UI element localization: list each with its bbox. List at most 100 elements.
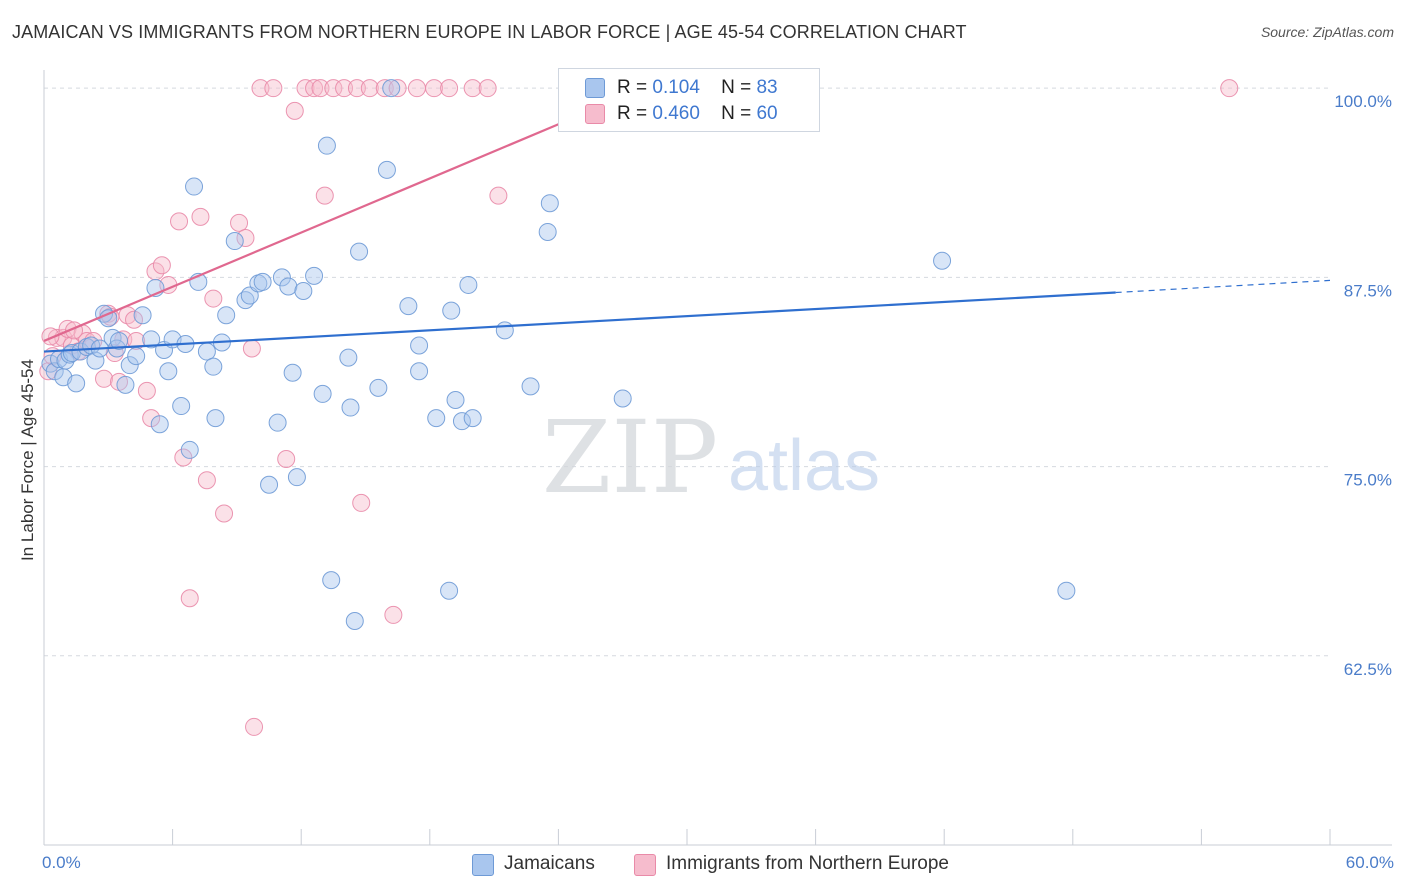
jamaican-point xyxy=(180,440,199,459)
jamaican-point xyxy=(272,268,291,287)
jamaican-point xyxy=(197,342,216,361)
jamaican-point xyxy=(260,475,279,494)
immigrant-point xyxy=(236,229,255,248)
y-tick-label: 100.0% xyxy=(1334,92,1392,111)
jamaican-point xyxy=(427,409,446,428)
immigrant-point xyxy=(352,493,371,512)
jamaican-point xyxy=(127,347,146,366)
jamaican-point xyxy=(463,409,482,428)
jamaican-point xyxy=(410,336,429,355)
legend-n-value: 83 xyxy=(756,77,778,98)
jamaican-point xyxy=(172,397,191,416)
immigrant-point xyxy=(242,339,261,358)
jamaican-point xyxy=(339,348,358,367)
watermark-zip: ZIP xyxy=(542,399,718,516)
jamaican-point xyxy=(159,362,178,381)
immigrant-point xyxy=(191,207,210,226)
jamaican-point xyxy=(217,306,236,325)
jamaican-point xyxy=(350,242,369,261)
immigrant-point xyxy=(1220,79,1239,98)
axes xyxy=(43,70,1392,846)
jamaican-point xyxy=(399,297,418,316)
jamaican-point xyxy=(206,409,225,428)
watermark: ZIP atlas xyxy=(542,399,880,516)
immigrant-point xyxy=(489,186,508,205)
y-tick-labels: 62.5% 75.0% 87.5% 100.0% xyxy=(1334,92,1392,679)
jamaican-point xyxy=(377,160,396,179)
legend-n-label: N = xyxy=(721,103,752,124)
immigrant-point xyxy=(204,289,223,308)
immigrant-point xyxy=(174,448,193,467)
immigrant-point xyxy=(425,79,444,98)
jamaican-point xyxy=(133,306,152,325)
y-tick-label: 62.5% xyxy=(1344,660,1392,679)
immigrant-point xyxy=(360,79,379,98)
jamaican-point xyxy=(86,351,105,370)
y-tick-label: 87.5% xyxy=(1344,281,1392,300)
jamaican-point xyxy=(305,266,324,285)
immigrant-point xyxy=(277,450,296,469)
jamaican-point xyxy=(382,79,401,98)
jamaican-point xyxy=(67,374,86,393)
trend-lines xyxy=(43,87,1331,353)
immigrant-point xyxy=(197,471,216,490)
legend-n-label: N = xyxy=(721,77,752,98)
jamaican-point xyxy=(283,363,302,382)
jamaican-point xyxy=(442,301,461,320)
immigrants-trend-line xyxy=(43,87,645,342)
legend-label-jamaicans: Jamaicans xyxy=(504,853,595,874)
immigrant-point xyxy=(251,79,270,98)
immigrant-point xyxy=(384,605,403,624)
immigrant-point xyxy=(463,79,482,98)
immigrant-point xyxy=(245,717,264,736)
immigrant-point xyxy=(215,504,234,523)
jamaican-point xyxy=(345,611,364,630)
jamaican-point xyxy=(279,277,298,296)
jamaican-point xyxy=(495,321,514,340)
jamaicans-trend-extension xyxy=(1115,279,1331,294)
y-axis-label: In Labor Force | Age 45-54 xyxy=(18,359,37,561)
jamaican-point xyxy=(459,275,478,294)
jamaican-point xyxy=(1057,581,1076,600)
immigrant-point xyxy=(407,79,426,98)
chart-title: JAMAICAN VS IMMIGRANTS FROM NORTHERN EUR… xyxy=(12,22,967,42)
source-label: Source: ZipAtlas.com xyxy=(1260,24,1394,40)
x-axis-min-label: 0.0% xyxy=(42,853,81,872)
grid-lines xyxy=(44,87,1330,657)
immigrant-point xyxy=(170,212,189,231)
immigrant-point xyxy=(478,79,497,98)
jamaican-point xyxy=(142,330,161,349)
jamaican-point xyxy=(294,281,313,300)
immigrant-point xyxy=(388,79,407,98)
immigrant-point xyxy=(324,79,343,98)
y-tick-label: 75.0% xyxy=(1344,471,1392,490)
watermark-atlas: atlas xyxy=(728,426,880,506)
jamaican-point xyxy=(204,357,223,376)
series-legend: Jamaicans Immigrants from Northern Europ… xyxy=(0,852,1406,878)
immigrant-point xyxy=(305,79,324,98)
legend-r-label: R = xyxy=(617,77,648,98)
jamaican-point xyxy=(369,378,388,397)
immigrant-point xyxy=(347,79,366,98)
x-axis-max-label: 60.0% xyxy=(1345,853,1394,872)
legend-swatch-pink xyxy=(634,854,656,876)
jamaican-point xyxy=(110,331,129,350)
jamaican-point xyxy=(287,468,306,487)
immigrant-point xyxy=(285,101,304,120)
jamaican-point xyxy=(322,571,341,590)
series-jamaicans-points xyxy=(41,79,1076,630)
immigrant-point xyxy=(264,79,283,98)
jamaican-point xyxy=(410,362,429,381)
immigrant-point xyxy=(125,310,144,329)
immigrant-point xyxy=(137,381,156,400)
jamaican-point xyxy=(253,272,272,291)
jamaican-point xyxy=(446,390,465,409)
immigrant-point xyxy=(440,79,459,98)
jamaican-point xyxy=(440,581,459,600)
legend-label-immigrants: Immigrants from Northern Europe xyxy=(666,853,949,874)
jamaican-point xyxy=(317,136,336,155)
jamaican-point xyxy=(613,389,632,408)
immigrant-point xyxy=(375,79,394,98)
jamaican-point xyxy=(185,177,204,196)
